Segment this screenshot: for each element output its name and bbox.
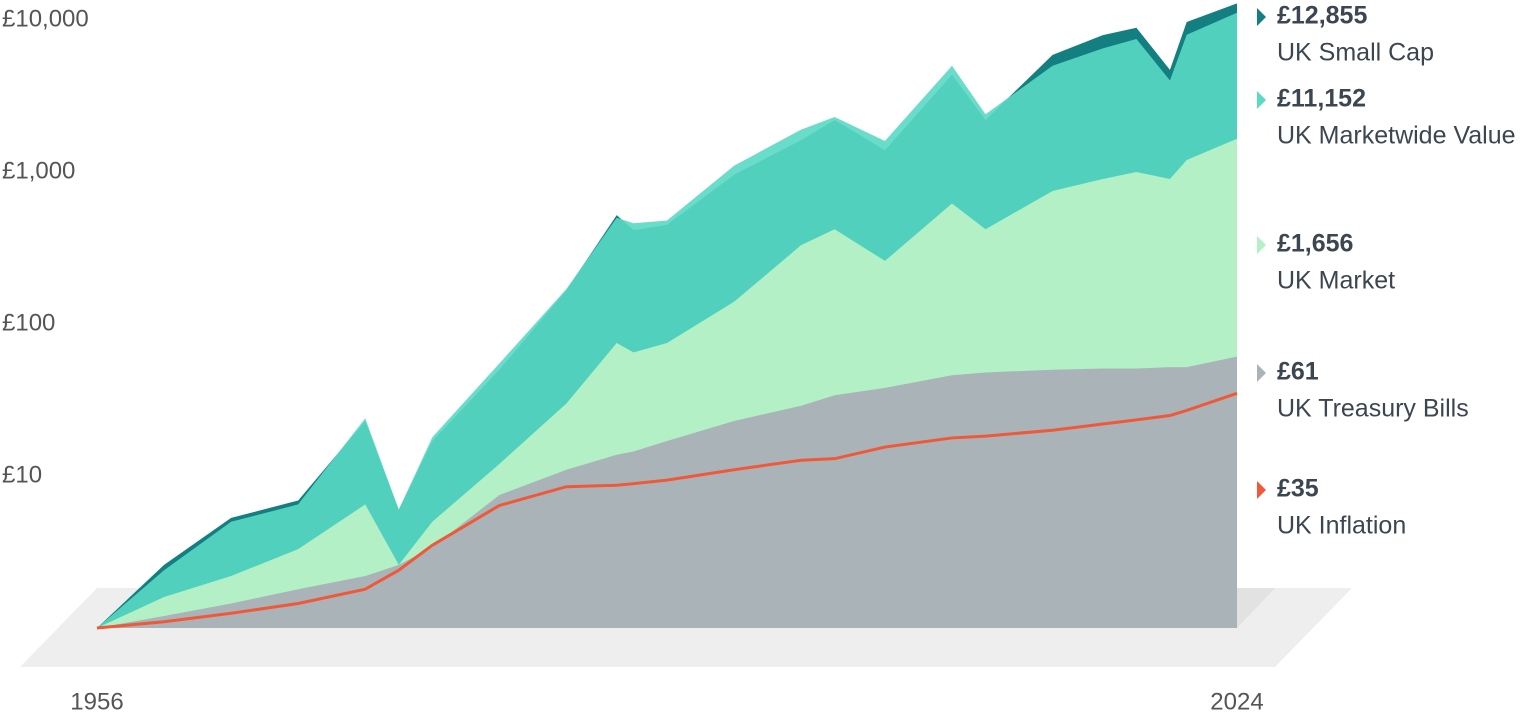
legend-name: UK Marketwide Value bbox=[1277, 122, 1516, 150]
legend-value: £35 bbox=[1277, 475, 1319, 503]
x-tick-label: 2024 bbox=[1210, 688, 1263, 715]
legend-name: UK Small Cap bbox=[1277, 39, 1434, 67]
legend-marker bbox=[1257, 236, 1266, 254]
y-tick-label: £100 bbox=[2, 309, 55, 336]
y-tick-label: £10 bbox=[2, 461, 42, 488]
legend-value: £61 bbox=[1277, 358, 1319, 386]
area bbox=[97, 356, 1237, 628]
legend-value: £1,656 bbox=[1277, 230, 1353, 258]
legend-name: UK Inflation bbox=[1277, 512, 1406, 540]
legend-marker bbox=[1257, 91, 1266, 109]
legend-marker bbox=[1257, 364, 1266, 382]
legend-marker bbox=[1257, 481, 1266, 499]
floor-edge bbox=[1237, 588, 1275, 628]
x-tick-label: 1956 bbox=[70, 688, 123, 715]
legend-name: UK Market bbox=[1277, 267, 1395, 295]
legend-value: £12,855 bbox=[1277, 2, 1367, 30]
legend-value: £11,152 bbox=[1277, 85, 1366, 113]
line bbox=[96, 391, 1238, 630]
legend-marker bbox=[1257, 8, 1266, 26]
y-tick-label: £1,000 bbox=[2, 157, 75, 184]
legend-name: UK Treasury Bills bbox=[1277, 395, 1469, 423]
y-tick-label: £10,000 bbox=[2, 5, 89, 32]
